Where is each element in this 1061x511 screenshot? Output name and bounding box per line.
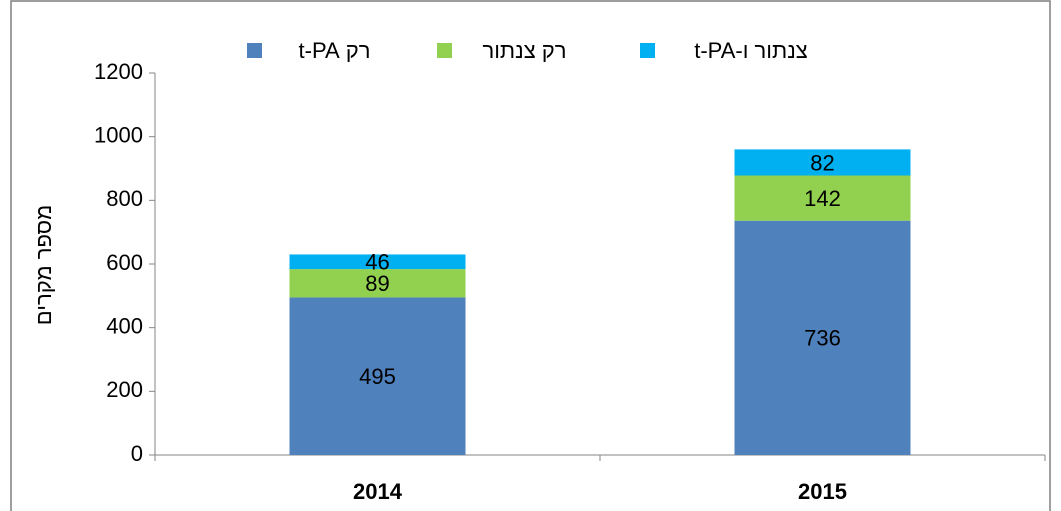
data-label: 82 (810, 150, 834, 175)
legend-swatch (247, 43, 262, 58)
y-tick-label: 1000 (94, 122, 143, 147)
data-label: 89 (365, 271, 389, 296)
bar-segment (734, 220, 911, 455)
legend-label: רק צנתור (482, 38, 566, 63)
data-label: 495 (359, 364, 396, 389)
bar-segment (734, 175, 911, 221)
y-tick-label: 1200 (94, 59, 143, 84)
data-label: 46 (365, 250, 389, 275)
bar-segment (734, 149, 911, 176)
x-tick-label: 2015 (798, 479, 847, 504)
legend-label: צנתור ו-t-PA (694, 38, 808, 63)
y-tick-label: 800 (106, 186, 143, 211)
bar-segment (289, 297, 466, 455)
legend-swatch (640, 43, 655, 58)
legend-label: רק t-PA (299, 38, 371, 63)
y-tick-label: 600 (106, 250, 143, 275)
y-tick-label: 200 (106, 377, 143, 402)
y-tick-label: 0 (131, 441, 143, 466)
data-label: 736 (804, 326, 841, 351)
legend-swatch (437, 43, 452, 58)
y-tick-label: 400 (106, 313, 143, 338)
bar-segment (289, 254, 466, 270)
x-tick-label: 2014 (353, 479, 403, 504)
y-axis-label: מספר מקרים (31, 205, 56, 325)
data-label: 142 (804, 186, 841, 211)
bar-segment (289, 269, 466, 298)
